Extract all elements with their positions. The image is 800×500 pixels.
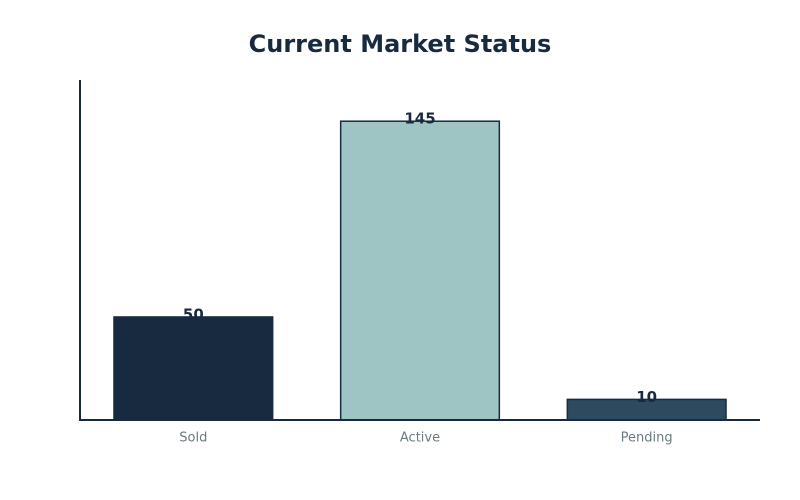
value-label: 145 [404,110,435,128]
x-tick-label: Sold [179,431,207,446]
chart-title: Current Market Status [249,30,552,58]
value-label: 10 [636,388,657,406]
x-tick-label: Pending [621,431,673,446]
x-tick-label: Active [400,431,440,446]
bar [339,120,501,421]
bar [113,316,274,421]
value-label: 50 [183,305,204,323]
